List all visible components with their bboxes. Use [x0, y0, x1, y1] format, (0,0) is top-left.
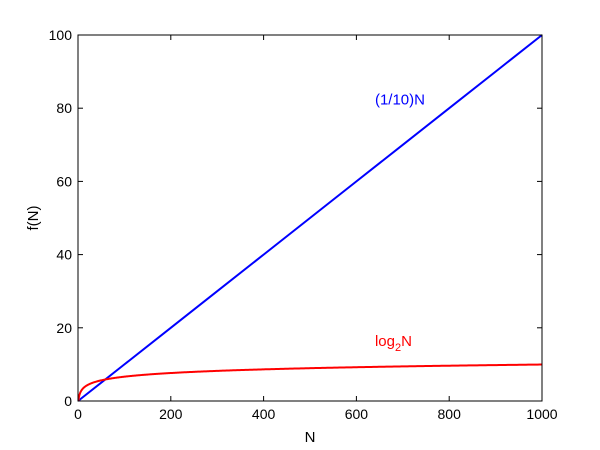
x-tick-label: 800 [438, 406, 462, 422]
y-tick-label: 20 [56, 320, 72, 336]
x-tick-label: 200 [159, 406, 183, 422]
x-tick-label: 400 [252, 406, 276, 422]
y-tick-label: 40 [56, 247, 72, 263]
y-tick-label: 80 [56, 100, 72, 116]
x-tick-label: 0 [74, 406, 82, 422]
x-tick-label: 600 [345, 406, 369, 422]
y-tick-label: 60 [56, 173, 72, 189]
ticks-layer: 0 200 400 600 800 1000 0 20 40 60 80 100 [49, 27, 558, 422]
y-tick-label: 0 [64, 393, 72, 409]
plot-frame [77, 34, 543, 402]
x-tick-label: 1000 [526, 406, 557, 422]
series-line-1 [77, 34, 543, 402]
series-line-2 [77, 363, 543, 402]
series-label-2: log2N [375, 333, 412, 354]
y-tick-label: 100 [49, 27, 73, 43]
series-labels: (1/10)N log2N [375, 92, 425, 355]
series-layer [77, 34, 543, 402]
y-axis-title: f(N) [25, 206, 42, 231]
x-axis-title: N [305, 429, 316, 446]
series-label-1: (1/10)N [375, 92, 425, 109]
